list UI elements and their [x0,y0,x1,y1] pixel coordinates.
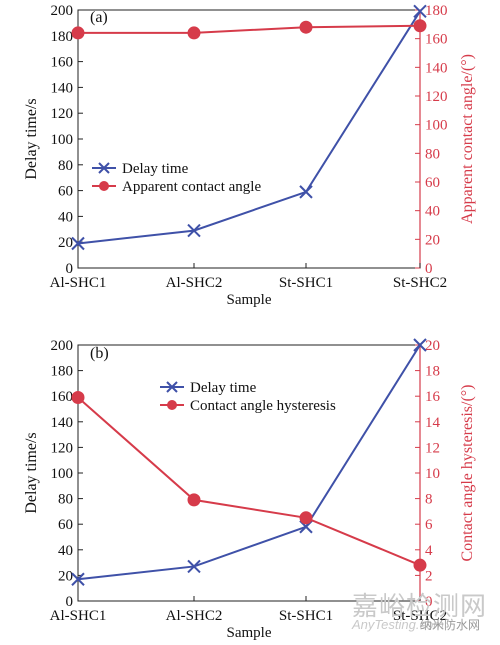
x-tick-label: St-SHC1 [279,275,333,291]
data-point-circle-marker [299,20,313,34]
legend: Delay time Contact angle hysteresis [160,380,336,414]
panel-label: (a) [90,9,108,26]
series-line-2 [77,396,421,567]
right-tick-label: 160 [425,32,448,48]
left-tick-label: 120 [51,440,74,456]
watermark-url: AnyTesting.com [352,617,445,632]
data-point-x-marker [187,559,201,574]
legend-marker [166,381,178,393]
legend-label: Delay time [190,380,257,396]
legend: Delay time Apparent contact angle [92,161,261,195]
left-tick-label: 20 [58,568,73,584]
right-tick-label: 40 [425,204,440,220]
right-tick-label: 0 [425,594,433,610]
right-tick-label: 8 [425,492,433,508]
left-tick-label: 200 [51,3,74,19]
x-tick-label: Al-SHC2 [166,275,223,291]
left-axis-label: Delay time/s [23,98,40,179]
x-tick-label: St-SHC1 [279,608,333,624]
x-tick-label: St-SHC2 [393,608,447,624]
left-tick-label: 140 [51,415,74,431]
left-tick-label: 200 [51,338,74,354]
right-tick-label: 0 [425,261,433,277]
legend-label: Delay time [122,161,189,177]
left-tick-label: 40 [58,543,73,559]
right-tick-label: 6 [425,517,433,533]
left-tick-label: 100 [51,132,74,148]
right-tick-label: 14 [425,415,441,431]
watermark-main: 嘉峪检测网 [352,591,488,621]
left-tick-label: 80 [58,158,73,174]
plot-frame [77,9,421,269]
data-point-x-marker [413,338,427,352]
chart-panel-1: 0 20 40 60 80 100 120 140 160 180 200 0 20 40 60 80 100 1… [23,3,476,308]
data-point-x-marker [413,4,427,18]
right-axis-label: Contact angle hysteresis/(°) [459,384,476,561]
right-tick-label: 20 [425,338,440,354]
legend-marker [98,162,110,174]
left-tick-label: 160 [51,389,74,405]
right-tick-label: 180 [425,3,448,19]
series-line-2 [78,24,421,34]
x-tick-label: Al-SHC1 [50,275,107,291]
series-line-1 [77,10,421,245]
data-point-circle-marker [413,19,427,33]
left-tick-label: 140 [51,80,74,96]
x-tick-label: Al-SHC1 [50,608,107,624]
data-point-circle-marker [187,26,201,40]
right-axis-label: Apparent contact angle/(°) [459,54,476,224]
x-tick-label: St-SHC2 [393,275,447,291]
left-tick-label: 80 [58,492,73,508]
x-axis-label: Sample [227,625,272,641]
chart-panel-2: 0 20 40 60 80 100 120 140 160 180 200 0 2 4 6 8 10 12 14 16… [23,338,476,641]
data-point-circle-marker [71,390,85,404]
legend-label: Apparent contact angle [122,179,261,195]
left-tick-label: 0 [66,261,74,277]
left-tick-label: 60 [58,517,73,533]
x-tick-label: Al-SHC2 [166,608,223,624]
legend-label: Contact angle hysteresis [190,398,336,414]
left-tick-label: 40 [58,209,73,225]
right-tick-label: 20 [425,232,440,248]
data-point-circle-marker [71,26,85,40]
left-tick-label: 60 [58,184,73,200]
left-tick-label: 0 [66,594,74,610]
legend-marker [167,400,177,410]
data-point-circle-marker [299,511,313,525]
data-point-circle-marker [413,558,427,572]
panel-label: (b) [90,345,109,362]
left-tick-label: 160 [51,55,74,71]
data-point-x-marker [187,223,201,238]
right-tick-label: 80 [425,146,440,162]
right-tick-label: 10 [425,466,440,482]
left-axis-label: Delay time/s [23,432,40,513]
x-axis-label: Sample [227,292,272,308]
right-tick-label: 140 [425,60,448,76]
right-tick-label: 18 [425,364,440,380]
right-tick-label: 100 [425,118,448,134]
right-tick-label: 16 [425,389,441,405]
data-point-circle-marker [187,493,201,507]
right-tick-label: 120 [425,89,448,105]
left-tick-label: 120 [51,106,74,122]
left-tick-label: 100 [51,466,74,482]
left-tick-label: 20 [58,235,73,251]
watermark-brand: 纳米防水网 [420,618,481,632]
series-line-1 [77,344,421,581]
legend-marker [99,181,109,191]
right-tick-label: 4 [425,543,433,559]
data-point-x-marker [71,572,85,586]
right-tick-label: 2 [425,568,433,584]
right-tick-label: 12 [425,440,440,456]
data-point-x-marker [299,185,313,199]
left-tick-label: 180 [51,364,74,380]
left-tick-label: 180 [51,29,74,45]
right-tick-label: 60 [425,175,440,191]
data-point-x-marker [71,236,85,251]
